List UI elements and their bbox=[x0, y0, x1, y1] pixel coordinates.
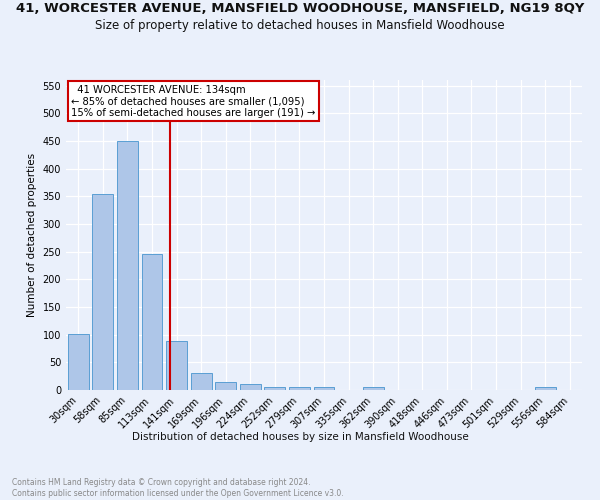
Bar bbox=[117, 141, 138, 390]
Bar bbox=[166, 342, 187, 390]
Bar bbox=[92, 194, 113, 390]
Text: Distribution of detached houses by size in Mansfield Woodhouse: Distribution of detached houses by size … bbox=[131, 432, 469, 442]
Bar bbox=[240, 384, 261, 390]
Bar bbox=[142, 254, 163, 390]
Text: Size of property relative to detached houses in Mansfield Woodhouse: Size of property relative to detached ho… bbox=[95, 18, 505, 32]
Y-axis label: Number of detached properties: Number of detached properties bbox=[27, 153, 37, 317]
Text: 41 WORCESTER AVENUE: 134sqm
← 85% of detached houses are smaller (1,095)
15% of : 41 WORCESTER AVENUE: 134sqm ← 85% of det… bbox=[71, 84, 316, 118]
Bar bbox=[191, 374, 212, 390]
Bar bbox=[314, 387, 334, 390]
Text: Contains HM Land Registry data © Crown copyright and database right 2024.
Contai: Contains HM Land Registry data © Crown c… bbox=[12, 478, 344, 498]
Bar bbox=[265, 386, 286, 390]
Bar bbox=[68, 334, 89, 390]
Bar bbox=[535, 386, 556, 390]
Bar bbox=[289, 387, 310, 390]
Bar bbox=[215, 382, 236, 390]
Text: 41, WORCESTER AVENUE, MANSFIELD WOODHOUSE, MANSFIELD, NG19 8QY: 41, WORCESTER AVENUE, MANSFIELD WOODHOUS… bbox=[16, 2, 584, 16]
Bar bbox=[362, 386, 383, 390]
